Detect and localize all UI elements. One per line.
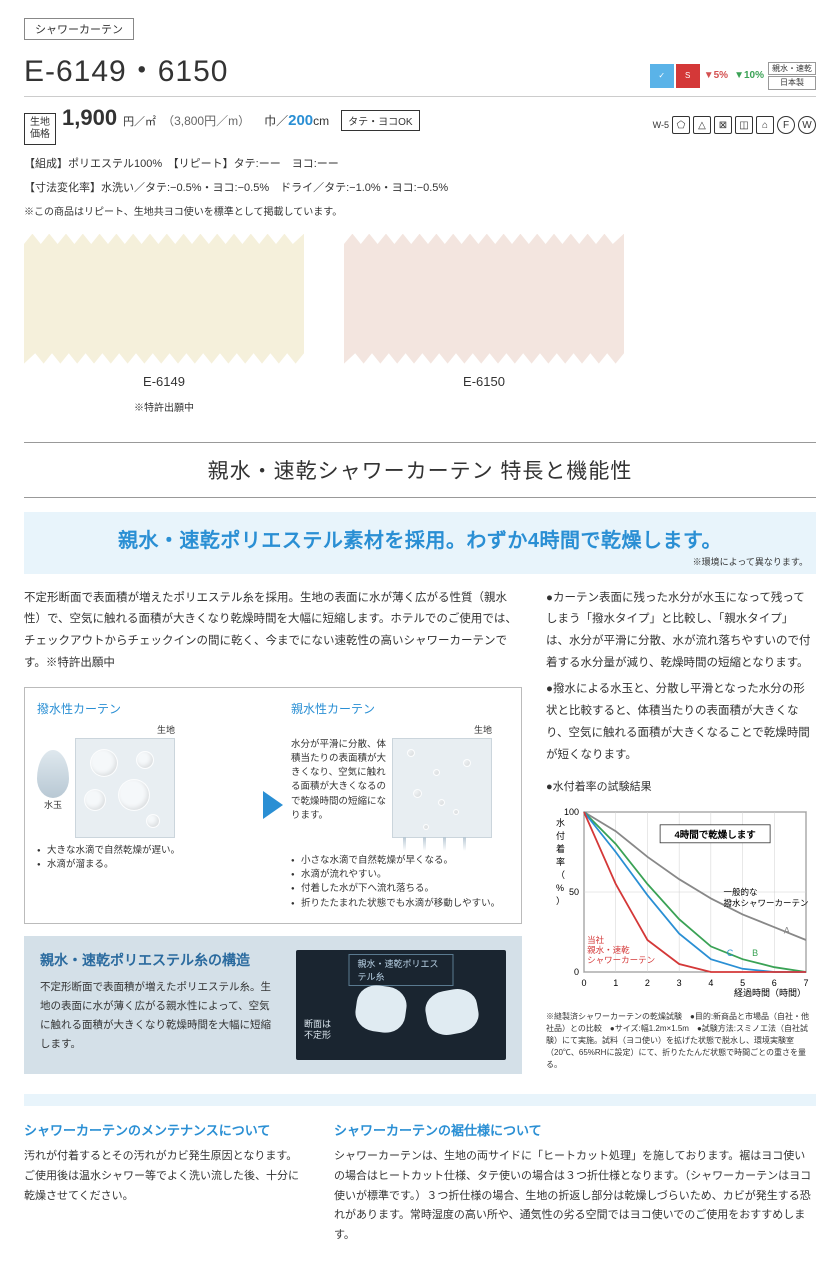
diagram-left-title: 撥水性カーテン	[37, 700, 255, 717]
headline-note: ※環境によって異なります。	[32, 555, 808, 568]
price-unit: 円／㎡	[123, 113, 156, 129]
price-sub: （3,800円／m）	[162, 112, 250, 129]
wash-icon: ⬠	[672, 116, 690, 134]
svg-text:）: ）	[556, 896, 565, 906]
maintenance-text: 汚れが付着するとその汚れがカビ発生原因となります。ご使用後は温水シャワー等でよく…	[24, 1147, 304, 1206]
chart-title: ●水付着率の試験結果	[546, 778, 816, 794]
nodry-icon: ⊠	[714, 116, 732, 134]
hem-title: シャワーカーテンの裾仕様について	[334, 1120, 816, 1139]
discount-2: 10%	[744, 70, 764, 81]
adhesion-chart: 0 1 2 3 4 5 6 7 0 50 100水付着率 （% ） 経過時間（時間） A B C 4時間で乾燥しま…	[546, 800, 816, 1000]
hem-text: シャワーカーテンは、生地の両サイドに「ヒートカット処理」を施しております。裾はヨ…	[334, 1147, 816, 1246]
category-tag: シャワーカーテン	[24, 18, 134, 40]
svg-text:%: %	[556, 883, 564, 893]
svg-text:B: B	[752, 948, 758, 958]
svg-text:A: A	[784, 926, 790, 936]
svg-text:3: 3	[677, 978, 682, 988]
svg-text:C: C	[727, 948, 734, 958]
iron-icon: ⌂	[756, 116, 774, 134]
headline: 親水・速乾ポリエステル素材を採用。わずか4時間で乾燥します。	[32, 524, 808, 553]
price-main: 1,900	[62, 105, 117, 131]
price-block: 生地 価格 1,900 円／㎡ （3,800円／m） 巾／200cm タテ・ヨコ…	[24, 105, 420, 145]
svg-text:100: 100	[564, 807, 579, 817]
svg-text:親水・速乾: 親水・速乾	[587, 946, 630, 956]
badge-icon: S	[676, 64, 700, 88]
fiber-title: 親水・速乾ポリエステル糸の構造	[40, 950, 278, 970]
discount-1: 5%	[714, 70, 728, 81]
orientation-tag: タテ・ヨコOK	[341, 110, 419, 131]
arrow-icon	[263, 791, 283, 819]
f-icon: F	[777, 116, 795, 134]
svg-text:1: 1	[613, 978, 618, 988]
swatch: E-6150	[344, 234, 624, 414]
badge-strip: ✓ S ▼5% ▼10% 親水・速乾 日本製	[650, 62, 816, 90]
badge-side: 親水・速乾 日本製	[768, 62, 816, 90]
bleach-icon: △	[693, 116, 711, 134]
bubble-panel-small	[392, 738, 492, 838]
svg-text:一般的な: 一般的な	[724, 888, 758, 898]
diagram-box: 撥水性カーテン 水玉 生地	[24, 687, 522, 924]
svg-text:着: 着	[556, 843, 565, 854]
svg-text:（: （	[556, 870, 565, 880]
spec-line-1: 【組成】ポリエステル100% 【リピート】タテ:ーー ヨコ:ーー	[24, 155, 816, 175]
swatch: E-6149※特許出願中	[24, 234, 304, 414]
header-row: E-6149・6150 ✓ S ▼5% ▼10% 親水・速乾 日本製	[24, 46, 816, 97]
svg-text:付: 付	[556, 831, 565, 841]
maintenance-title: シャワーカーテンのメンテナンスについて	[24, 1120, 304, 1139]
chart-note: ※縫製済シャワーカーテンの乾燥試験 ●目的:新商品と市場品（自社・他社品）との比…	[546, 1011, 816, 1071]
svg-text:2: 2	[645, 978, 650, 988]
section-title: 親水・速乾シャワーカーテン 特長と機能性	[24, 442, 816, 498]
fiber-text: 不定形断面で表面積が増えたポリエステル糸。生地の表面に水が薄く広がる親水性によっ…	[40, 978, 278, 1054]
care-icons: W-5 ⬠ △ ⊠ ◫ ⌂ F W	[653, 116, 816, 134]
product-code: E-6149・6150	[24, 46, 228, 90]
svg-text:5: 5	[740, 978, 745, 988]
w-icon: W	[798, 116, 816, 134]
drop-icon	[37, 750, 69, 798]
svg-text:7: 7	[803, 978, 808, 988]
svg-text:水: 水	[556, 817, 565, 828]
fiber-image: 親水・速乾ポリエステル糸 断面は 不定形	[296, 950, 506, 1060]
svg-text:4時間で乾燥します: 4時間で乾燥します	[674, 829, 756, 841]
width-value: 200	[288, 112, 313, 129]
body-right-2: ●撥水による水玉と、分散し平滑となった水分の形状と比較すると、体積当たりの表面積…	[546, 679, 816, 766]
svg-text:6: 6	[772, 978, 777, 988]
svg-text:撥水シャワーカーテン: 撥水シャワーカーテン	[724, 899, 809, 909]
body-left: 不定形断面で表面積が増えたポリエステル糸を採用。生地の表面に水が薄く広がる性質（…	[24, 588, 522, 675]
spec-line-2: 【寸法変化率】水洗い／タテ:−0.5%・ヨコ:−0.5% ドライ／タテ:−1.0…	[24, 179, 816, 199]
diagram-right-text: 水分が平滑に分散、体積当たりの表面積が大きくなり、空気に触れる面積が大きくなるの…	[291, 738, 386, 824]
spec-note: ※この商品はリピート、生地共ヨコ使いを標準として掲載しています。	[24, 203, 816, 218]
svg-text:50: 50	[569, 887, 579, 897]
body-right-1: ●カーテン表面に残った水分が水玉になって残ってしまう「撥水タイプ」と比較し、「親…	[546, 588, 816, 675]
swatch-row: E-6149※特許出願中E-6150	[24, 234, 816, 414]
svg-text:率: 率	[556, 856, 565, 867]
badge-icon: ✓	[650, 64, 674, 88]
svg-text:シャワーカーテン: シャワーカーテン	[587, 956, 655, 966]
dry-icon: ◫	[735, 116, 753, 134]
svg-text:0: 0	[581, 978, 586, 988]
svg-text:0: 0	[574, 967, 579, 977]
fiber-band: 親水・速乾ポリエステル糸の構造 不定形断面で表面積が増えたポリエステル糸。生地の…	[24, 936, 522, 1074]
diagram-right-title: 親水性カーテン	[291, 700, 509, 717]
bubble-panel-large	[75, 738, 175, 838]
svg-text:経過時間（時間）: 経過時間（時間）	[734, 987, 806, 998]
price-label: 生地 価格	[24, 113, 56, 145]
svg-text:当社: 当社	[587, 936, 605, 946]
svg-text:4: 4	[708, 978, 713, 988]
